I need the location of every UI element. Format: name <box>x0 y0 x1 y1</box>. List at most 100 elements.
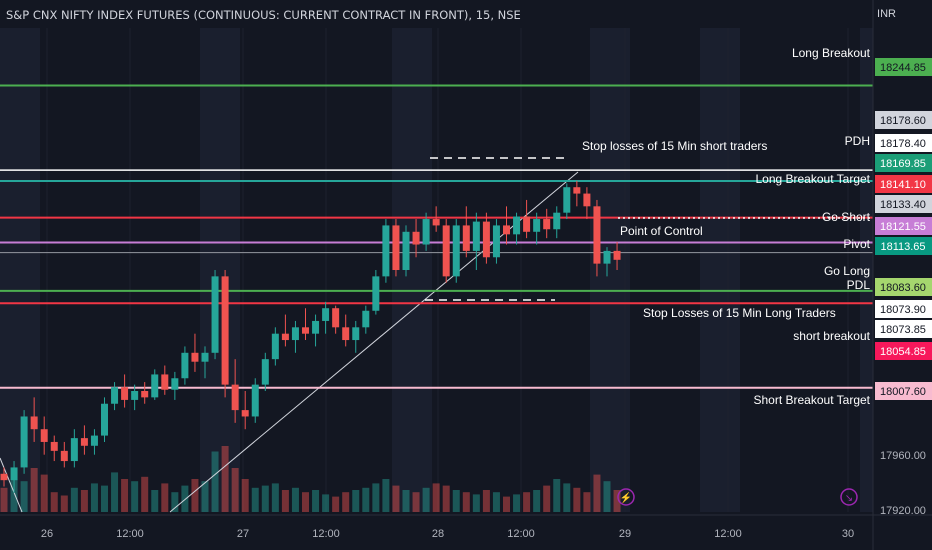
candle-body <box>302 327 309 334</box>
volume-bar <box>533 490 541 512</box>
candle-body <box>392 225 400 270</box>
volume-bar <box>181 485 189 512</box>
candle-body <box>231 384 239 411</box>
volume-bar <box>543 485 551 512</box>
level-label: Pivot <box>843 237 870 251</box>
volume-bar <box>0 487 8 512</box>
volume-bar <box>613 490 621 512</box>
candle-body <box>201 352 209 362</box>
volume-bar <box>80 490 88 512</box>
candle-body <box>10 467 18 481</box>
volume-bar <box>60 495 68 512</box>
candle-body <box>603 250 611 264</box>
x-tick-label: 12:00 <box>312 528 340 540</box>
volume-bar <box>503 496 510 512</box>
candle-body <box>462 225 470 251</box>
volume-bar <box>382 479 390 512</box>
price-badge <box>875 175 932 193</box>
candle-body <box>503 225 510 235</box>
price-badge-value: 18121.55 <box>880 221 926 233</box>
volume-bar <box>251 487 259 512</box>
symbol-title: S&P CNX NIFTY INDEX FUTURES (CONTINUOUS:… <box>6 8 521 22</box>
y-tick-label: 17920.00 <box>880 505 926 517</box>
session-band <box>590 28 630 512</box>
candle-body <box>20 416 28 468</box>
annotation-text: Point of Control <box>620 224 703 238</box>
session-band <box>700 28 740 512</box>
flash-event-icon <box>617 488 635 506</box>
candle-body <box>281 333 289 341</box>
volume-bar <box>30 468 38 512</box>
trend-line <box>0 457 23 513</box>
volume-bar <box>40 474 48 512</box>
candle-body <box>70 438 78 462</box>
candle-body <box>513 216 521 235</box>
price-badge <box>875 320 932 338</box>
candle-body <box>422 219 430 245</box>
candle-body <box>613 250 621 260</box>
candle-body <box>543 219 551 230</box>
level-label: Go Long <box>824 264 870 278</box>
candle-body <box>332 308 340 328</box>
candle-body <box>30 416 38 430</box>
level-label: Long Breakout <box>792 46 871 60</box>
candle-body <box>141 391 149 398</box>
price-badge-value: 18113.65 <box>880 241 925 253</box>
volume-bar <box>362 487 370 512</box>
candle-body <box>382 225 390 277</box>
event-icon <box>840 488 858 506</box>
session-band <box>0 28 40 512</box>
x-tick-label: 29 <box>619 528 631 540</box>
volume-bar <box>342 492 350 512</box>
candle-body <box>593 206 601 264</box>
session-band <box>860 28 873 512</box>
volume-bar <box>583 492 591 512</box>
price-badge <box>875 58 932 76</box>
volume-bar <box>332 496 340 512</box>
volume-bar <box>121 479 129 512</box>
volume-bar <box>211 451 219 512</box>
session-band <box>200 28 240 512</box>
volume-bar <box>90 483 98 512</box>
candle-body <box>402 231 410 270</box>
candle-body <box>251 384 259 417</box>
candle-body <box>372 276 380 311</box>
candle-body <box>291 327 299 341</box>
volume-bar <box>392 485 400 512</box>
volume-bar <box>50 492 58 512</box>
candle-body <box>80 438 88 446</box>
candle-body <box>211 276 219 353</box>
volume-bar <box>141 476 149 512</box>
volume-bar <box>442 485 450 512</box>
volume-bar <box>201 481 209 512</box>
annotation-text: Stop Losses of 15 Min Long Traders <box>643 306 836 320</box>
volume-bar <box>312 490 320 512</box>
candle-body <box>442 225 450 277</box>
volume-bar <box>221 446 229 512</box>
candle-body <box>523 216 531 232</box>
price-badge-value: 18141.10 <box>880 179 926 191</box>
candle-body <box>352 327 360 341</box>
price-badge <box>875 237 932 255</box>
candle-body <box>553 212 561 230</box>
candle-body <box>50 441 58 451</box>
candle-body <box>181 352 189 379</box>
volume-bar <box>101 485 108 512</box>
volume-bar <box>261 485 269 512</box>
currency-label: INR <box>877 8 896 20</box>
price-badge-value: 18244.85 <box>880 62 926 74</box>
volume-bar <box>492 492 500 512</box>
level-label: short breakout <box>793 329 870 343</box>
price-badge-value: 18054.85 <box>880 346 926 358</box>
volume-bar <box>171 492 179 512</box>
candle-body <box>261 359 269 385</box>
volume-bar <box>573 487 581 512</box>
candle-body <box>271 333 279 360</box>
volume-bar <box>271 483 279 512</box>
volume-bar <box>523 492 531 512</box>
price-badge-value: 18178.60 <box>880 115 926 127</box>
candle-body <box>432 219 440 226</box>
volume-bar <box>241 479 249 512</box>
